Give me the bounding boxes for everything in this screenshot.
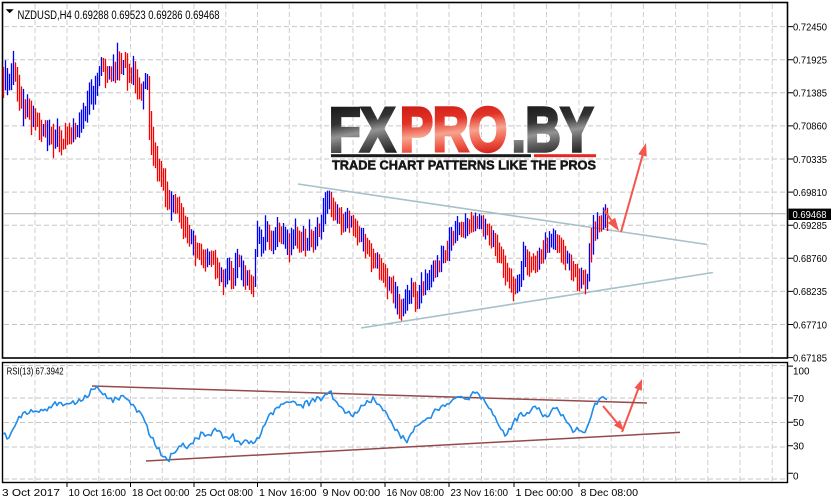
svg-text:1 Dec 00:00: 1 Dec 00:00 — [516, 487, 574, 499]
svg-text:0.69285: 0.69285 — [793, 221, 827, 232]
svg-text:NZDUSD,H4 0.69288 0.69523 0.6: NZDUSD,H4 0.69288 0.69523 0.69286 0.6946… — [18, 8, 220, 22]
svg-text:0.71925: 0.71925 — [793, 56, 827, 67]
svg-text:30: 30 — [793, 442, 804, 453]
svg-text:8 Dec 08:00: 8 Dec 08:00 — [581, 487, 639, 499]
svg-text:50: 50 — [793, 418, 804, 429]
svg-text:0.70335: 0.70335 — [793, 155, 827, 166]
svg-text:TRADE CHART PATTERNS LIKE THE: TRADE CHART PATTERNS LIKE THE PROS — [332, 159, 596, 173]
svg-text:0: 0 — [793, 472, 799, 483]
svg-text:0.67710: 0.67710 — [793, 320, 827, 331]
svg-text:18 Oct 00:00: 18 Oct 00:00 — [132, 487, 190, 499]
svg-text:23 Nov 16:00: 23 Nov 16:00 — [451, 487, 509, 499]
svg-text:100: 100 — [793, 366, 810, 377]
svg-text:9 Nov 00:00: 9 Nov 00:00 — [323, 487, 381, 499]
svg-text:0.70860: 0.70860 — [793, 122, 827, 133]
svg-text:0.69468: 0.69468 — [793, 210, 827, 221]
svg-text:16 Nov 08:00: 16 Nov 08:00 — [387, 487, 445, 499]
svg-text:0.72450: 0.72450 — [793, 22, 827, 33]
svg-text:70: 70 — [793, 394, 804, 405]
svg-text:0.67185: 0.67185 — [793, 353, 827, 364]
svg-text:10 Oct 16:00: 10 Oct 16:00 — [69, 487, 127, 499]
svg-text:25 Oct 08:00: 25 Oct 08:00 — [196, 487, 254, 499]
svg-text:0.68760: 0.68760 — [793, 254, 827, 265]
svg-text:0.69810: 0.69810 — [793, 188, 827, 199]
svg-text:0.71385: 0.71385 — [793, 89, 827, 100]
svg-text:0.68235: 0.68235 — [793, 287, 827, 298]
svg-text:1 Nov 16:00: 1 Nov 16:00 — [259, 487, 317, 499]
svg-text:3 Oct 2017: 3 Oct 2017 — [2, 487, 60, 499]
svg-text:RSI(13) 67.3942: RSI(13) 67.3942 — [7, 367, 64, 378]
